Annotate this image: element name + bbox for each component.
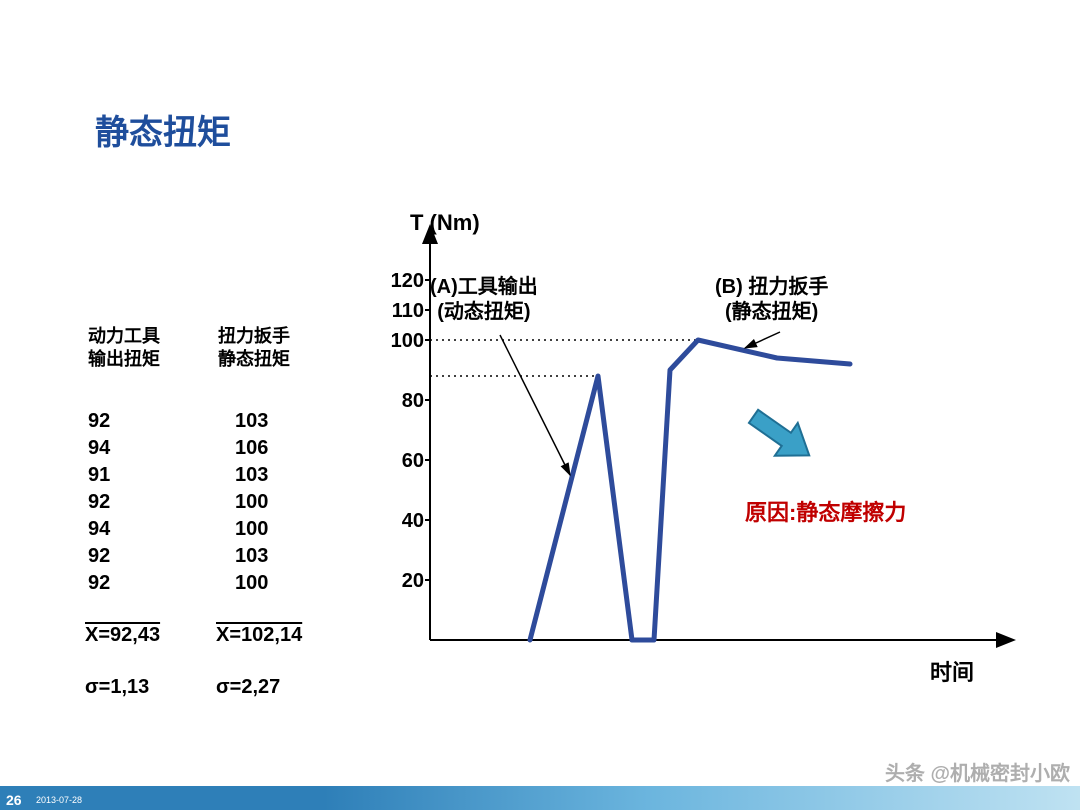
- page-number: 26: [6, 792, 22, 808]
- col2-header: 扭力扳手静态扭矩: [218, 325, 290, 372]
- chart-svg: [370, 220, 1030, 700]
- torque-curve: [530, 340, 850, 640]
- col1-mean: X=92,43: [85, 624, 160, 647]
- col1-v6: 92: [88, 570, 110, 597]
- col1-v3: 92: [88, 489, 110, 516]
- col2-v5: 103: [235, 543, 268, 570]
- col2-mean: X=102,14: [216, 624, 302, 647]
- annot-b-arrow: [745, 332, 780, 348]
- block-arrow-icon: [742, 400, 821, 472]
- col1-sigma: σ=1,13: [85, 676, 149, 699]
- col2-v3: 100: [235, 489, 268, 516]
- col2-sigma: σ=2,27: [216, 676, 280, 699]
- col2-v6: 100: [235, 570, 268, 597]
- col1-v5: 92: [88, 543, 110, 570]
- watermark: 头条 @机械密封小欧: [885, 757, 1070, 786]
- annot-a-arrow: [500, 335, 570, 475]
- col1-header: 动力工具输出扭矩: [88, 325, 160, 372]
- col2-v2: 103: [235, 462, 268, 489]
- footer-bar: [0, 786, 1080, 810]
- footer-date: 2013-07-28: [36, 795, 82, 805]
- torque-chart: T (Nm) 20 40 60 80 100 110 120 时间 (A)工具输…: [370, 220, 1030, 690]
- col1-v1: 94: [88, 435, 110, 462]
- col1-v0: 92: [88, 408, 110, 435]
- slide-title: 静态扭矩: [95, 105, 231, 154]
- col2-v0: 103: [235, 408, 268, 435]
- col2-v1: 106: [235, 435, 268, 462]
- col1-v2: 91: [88, 462, 110, 489]
- col2-v4: 100: [235, 516, 268, 543]
- col1-v4: 94: [88, 516, 110, 543]
